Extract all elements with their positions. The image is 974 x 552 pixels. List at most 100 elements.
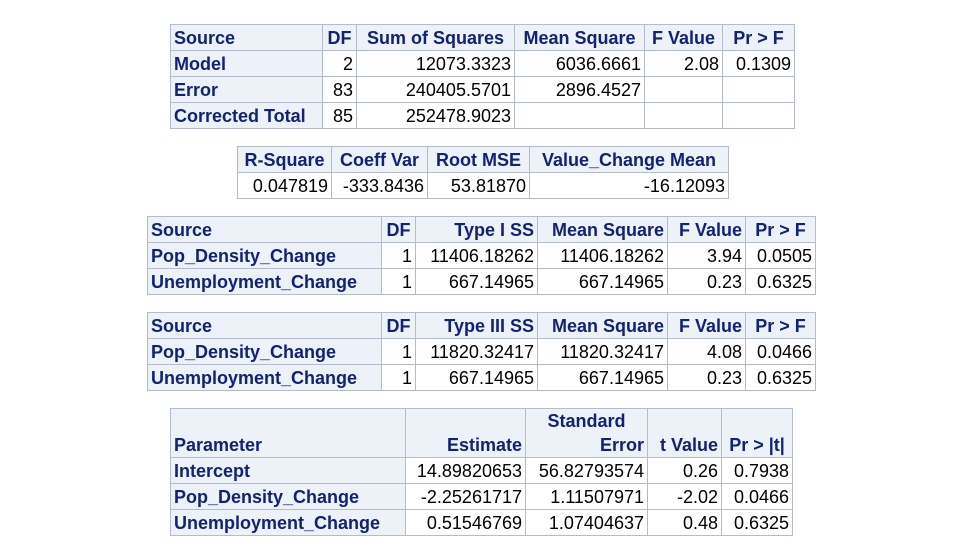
row-header: Pop_Density_Change xyxy=(170,483,406,510)
table-cell: 6036.6661 xyxy=(514,50,645,77)
table-cell: 83 xyxy=(322,76,357,103)
table-cell: 1 xyxy=(381,242,416,269)
row-header: Error xyxy=(170,76,323,103)
row-header: Corrected Total xyxy=(170,102,323,129)
table-cell: -2.25261717 xyxy=(405,483,526,510)
standard-label: Standard xyxy=(547,411,626,431)
column-header: F Value xyxy=(667,216,746,243)
row-header: Unemployment_Change xyxy=(147,364,382,391)
table-row: Unemployment_Change 1 667.14965 667.1496… xyxy=(147,268,816,295)
table-cell xyxy=(514,102,645,129)
table-cell: 0.1309 xyxy=(722,50,795,77)
table-header-row: Source DF Sum of Squares Mean Square F V… xyxy=(170,24,795,51)
table-cell: 0.0466 xyxy=(721,483,793,510)
table-cell: 85 xyxy=(322,102,357,129)
table-header-row: Source DF Type III SS Mean Square F Valu… xyxy=(147,312,816,339)
table-cell: 0.23 xyxy=(667,268,746,295)
table-row: 0.047819 -333.8436 53.81870 -16.12093 xyxy=(237,172,729,199)
table-cell: 3.94 xyxy=(667,242,746,269)
table-cell: 667.14965 xyxy=(415,268,538,295)
row-header: Intercept xyxy=(170,457,406,484)
table-cell: -2.02 xyxy=(647,483,722,510)
column-header: Pr > F xyxy=(722,24,795,51)
table-cell: 240405.5701 xyxy=(356,76,515,103)
table-cell: 1 xyxy=(381,364,416,391)
table-cell: 0.51546769 xyxy=(405,509,526,536)
column-header: Source xyxy=(147,312,382,339)
table-cell: 4.08 xyxy=(667,338,746,365)
column-header: DF xyxy=(381,312,416,339)
table-cell: 2.08 xyxy=(644,50,723,77)
column-header: Type I SS xyxy=(415,216,538,243)
column-header: Coeff Var xyxy=(331,146,428,173)
table-cell: 0.047819 xyxy=(237,172,332,199)
table-cell: 1 xyxy=(381,338,416,365)
table-cell: 0.6325 xyxy=(721,509,793,536)
table-row: Corrected Total 85 252478.9023 xyxy=(170,102,795,129)
table-cell xyxy=(644,76,723,103)
table-header-row: Parameter Estimate Standard Error t Valu… xyxy=(170,408,793,458)
table-cell: 1 xyxy=(381,268,416,295)
error-label: Error xyxy=(599,435,644,455)
table-row: Unemployment_Change 0.51546769 1.0740463… xyxy=(170,509,793,536)
table-cell: 11406.18262 xyxy=(415,242,538,269)
table-cell: 11820.32417 xyxy=(537,338,668,365)
table-cell: 2896.4527 xyxy=(514,76,645,103)
table-row: Error 83 240405.5701 2896.4527 xyxy=(170,76,795,103)
table-cell: 0.26 xyxy=(647,457,722,484)
table-cell: 11820.32417 xyxy=(415,338,538,365)
table-row: Model 2 12073.3323 6036.6661 2.08 0.1309 xyxy=(170,50,795,77)
anova-table: Source DF Sum of Squares Mean Square F V… xyxy=(170,24,795,129)
column-header: Estimate xyxy=(405,408,526,458)
row-header: Model xyxy=(170,50,323,77)
column-header: Source xyxy=(170,24,323,51)
fit-statistics-table: R-Square Coeff Var Root MSE Value_Change… xyxy=(237,146,729,199)
column-header: Value_Change Mean xyxy=(529,146,729,173)
table-header-row: R-Square Coeff Var Root MSE Value_Change… xyxy=(237,146,729,173)
row-header: Unemployment_Change xyxy=(170,509,406,536)
column-header: Type III SS xyxy=(415,312,538,339)
table-cell: 53.81870 xyxy=(427,172,530,199)
table-cell: 0.23 xyxy=(667,364,746,391)
column-header: F Value xyxy=(644,24,723,51)
table-row: Pop_Density_Change 1 11820.32417 11820.3… xyxy=(147,338,816,365)
parameter-estimates-table: Parameter Estimate Standard Error t Valu… xyxy=(170,408,793,536)
type-1-ss-table: Source DF Type I SS Mean Square F Value … xyxy=(147,216,816,295)
column-header: t Value xyxy=(647,408,722,458)
column-header: Standard Error xyxy=(525,408,648,458)
table-cell: 0.48 xyxy=(647,509,722,536)
table-cell: 2 xyxy=(322,50,357,77)
column-header: Parameter xyxy=(170,408,406,458)
row-header: Unemployment_Change xyxy=(147,268,382,295)
table-cell: 0.0505 xyxy=(745,242,816,269)
table-cell: 667.14965 xyxy=(537,268,668,295)
table-cell: 667.14965 xyxy=(415,364,538,391)
column-header: Mean Square xyxy=(537,312,668,339)
column-header: R-Square xyxy=(237,146,332,173)
table-cell: 0.7938 xyxy=(721,457,793,484)
column-header: Pr > F xyxy=(745,312,816,339)
table-cell: 0.6325 xyxy=(745,268,816,295)
column-header: Root MSE xyxy=(427,146,530,173)
row-header: Pop_Density_Change xyxy=(147,242,382,269)
column-header: F Value xyxy=(667,312,746,339)
column-header: Mean Square xyxy=(537,216,668,243)
column-header: Source xyxy=(147,216,382,243)
column-header: DF xyxy=(322,24,357,51)
table-cell: 0.6325 xyxy=(745,364,816,391)
table-cell: 11406.18262 xyxy=(537,242,668,269)
column-header: DF xyxy=(381,216,416,243)
table-cell: 1.07404637 xyxy=(525,509,648,536)
table-cell: -16.12093 xyxy=(529,172,729,199)
table-row: Intercept 14.89820653 56.82793574 0.26 0… xyxy=(170,457,793,484)
row-header: Pop_Density_Change xyxy=(147,338,382,365)
table-cell xyxy=(644,102,723,129)
table-cell: 14.89820653 xyxy=(405,457,526,484)
table-header-row: Source DF Type I SS Mean Square F Value … xyxy=(147,216,816,243)
table-cell: -333.8436 xyxy=(331,172,428,199)
column-header: Sum of Squares xyxy=(356,24,515,51)
table-row: Pop_Density_Change -2.25261717 1.1150797… xyxy=(170,483,793,510)
table-cell: 667.14965 xyxy=(537,364,668,391)
table-cell: 1.11507971 xyxy=(525,483,648,510)
column-header: Mean Square xyxy=(514,24,645,51)
